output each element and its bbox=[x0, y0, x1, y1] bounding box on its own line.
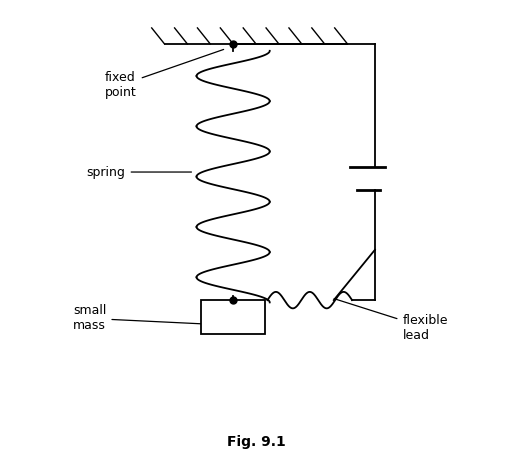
Text: fixed
point: fixed point bbox=[105, 50, 224, 99]
Text: small
mass: small mass bbox=[73, 304, 205, 332]
Text: flexible
lead: flexible lead bbox=[334, 299, 448, 342]
Text: spring: spring bbox=[87, 166, 191, 179]
Bar bbox=[201, 300, 265, 334]
Text: Fig. 9.1: Fig. 9.1 bbox=[227, 435, 285, 449]
